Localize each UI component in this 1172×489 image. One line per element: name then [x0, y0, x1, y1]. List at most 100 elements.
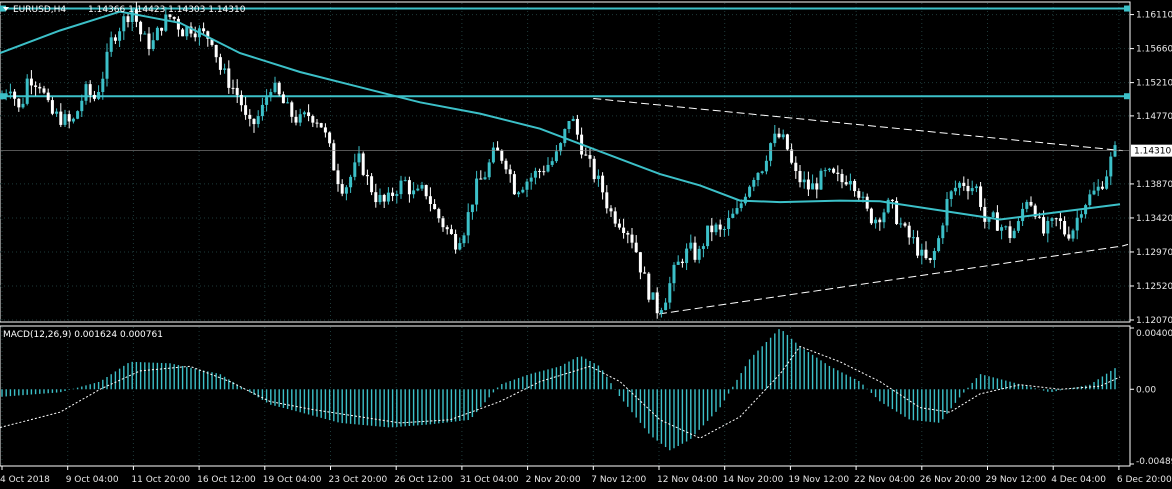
- candle-body: [391, 192, 395, 196]
- candle-body: [601, 175, 605, 193]
- price-label: 1.15660: [1136, 45, 1172, 55]
- candle-body: [307, 112, 311, 117]
- candle-body: [193, 33, 197, 38]
- candle-body: [475, 178, 479, 205]
- candle-body: [941, 225, 945, 239]
- time-label: 19 Oct 04:00: [263, 475, 322, 485]
- candle-body: [189, 26, 193, 34]
- candle-body: [869, 208, 873, 224]
- time-label: 4 Dec 04:00: [1051, 475, 1106, 485]
- candle-body: [412, 190, 416, 195]
- dropdown-triangle-icon[interactable]: [3, 7, 9, 11]
- candle-body: [55, 111, 59, 114]
- candle-body: [13, 91, 17, 99]
- candle-body: [706, 225, 710, 247]
- candle-body: [760, 171, 764, 173]
- candle-body: [151, 40, 155, 50]
- candle-body: [382, 194, 386, 202]
- candle-body: [126, 16, 130, 23]
- candle-body: [714, 224, 718, 233]
- candle-body: [17, 98, 21, 108]
- candle-body: [1021, 208, 1025, 222]
- trend-line[interactable]: [593, 98, 1123, 152]
- candle-body: [466, 212, 470, 236]
- candle-body: [97, 91, 101, 99]
- time-label: 14 Nov 20:00: [723, 475, 784, 485]
- candle-body: [357, 153, 361, 163]
- candle-body: [407, 180, 411, 195]
- candle-body: [46, 92, 50, 101]
- candle-body: [202, 28, 206, 32]
- candle-body: [231, 87, 235, 89]
- candle-body: [756, 172, 760, 181]
- candle-body: [689, 242, 693, 249]
- candle-body: [80, 100, 84, 112]
- candle-body: [538, 170, 542, 172]
- candle-body: [185, 26, 189, 37]
- trend-lines[interactable]: [593, 98, 1129, 315]
- candle-body: [0, 95, 4, 99]
- candle-body: [798, 170, 802, 183]
- candle-body: [294, 116, 298, 123]
- candle-body: [949, 191, 953, 199]
- candle-body: [874, 219, 878, 224]
- candle-body: [286, 102, 290, 104]
- candle-body: [113, 37, 117, 41]
- candle-body: [122, 16, 126, 32]
- line-anchor-handle[interactable]: [1124, 5, 1130, 12]
- price-label: 1.13870: [1136, 180, 1172, 190]
- candle-body: [924, 249, 928, 259]
- candle-body: [395, 194, 399, 196]
- trend-line[interactable]: [658, 245, 1123, 315]
- candle-body: [340, 184, 344, 194]
- candle-body: [92, 94, 96, 99]
- price-grid: [0, 3, 1130, 321]
- candle-body: [1096, 186, 1100, 191]
- time-label: 4 Oct 2018: [0, 475, 50, 485]
- candle-body: [974, 186, 978, 189]
- candle-body: [1033, 205, 1037, 217]
- candle-body: [916, 237, 920, 256]
- candle-body: [496, 147, 500, 151]
- line-anchor-handle[interactable]: [1124, 93, 1130, 100]
- candle-body: [256, 116, 260, 125]
- trend-line-extension[interactable]: [1122, 243, 1129, 247]
- candle-body: [878, 219, 882, 223]
- price-axis: 1.16110 1.15660 1.15210 1.14770 1.13870 1.134…: [0, 11, 1172, 326]
- macd-panel-border: [0, 325, 1131, 467]
- candle-body: [487, 162, 491, 178]
- candle-body: [378, 194, 382, 203]
- candle-body: [613, 211, 617, 224]
- candle-body: [790, 149, 794, 163]
- candle-body: [84, 84, 88, 101]
- candle-body: [932, 251, 936, 261]
- candle-body: [269, 92, 273, 98]
- candle-body: [328, 132, 332, 144]
- candle-body: [214, 44, 218, 58]
- line-anchor-handle[interactable]: [0, 5, 6, 12]
- candle-body: [718, 224, 722, 230]
- candle-body: [626, 233, 630, 235]
- candle-body: [71, 118, 75, 122]
- candle-body: [895, 201, 899, 224]
- candle-body: [1100, 186, 1104, 189]
- candle-body: [517, 192, 521, 195]
- candle-body: [504, 160, 508, 170]
- candle-body: [882, 212, 886, 223]
- candle-body: [500, 150, 504, 161]
- candle-body: [987, 216, 991, 222]
- candle-body: [67, 114, 71, 122]
- candle-body: [42, 88, 46, 93]
- candle-body: [861, 196, 865, 198]
- price-label: 1.16110: [1136, 11, 1172, 21]
- candle-body: [827, 168, 831, 171]
- time-label: 19 Nov 12:00: [788, 475, 849, 485]
- candle-body: [168, 14, 172, 17]
- candle-body: [370, 176, 374, 193]
- candle-body: [235, 87, 239, 95]
- candle-body: [937, 238, 941, 252]
- candle-body: [630, 234, 634, 243]
- candle-body: [433, 204, 437, 210]
